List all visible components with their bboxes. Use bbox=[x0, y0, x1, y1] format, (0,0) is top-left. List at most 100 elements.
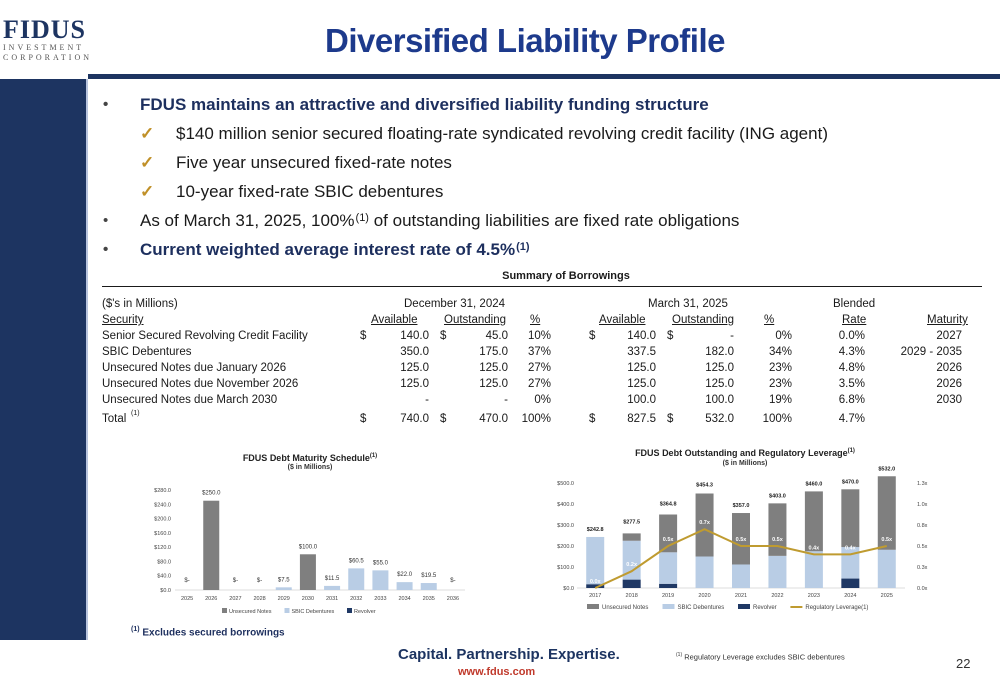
y-tick-label: $500.0 bbox=[557, 481, 574, 487]
col-available-2: Available bbox=[599, 314, 646, 326]
bar bbox=[586, 536, 605, 585]
cell-p1: 10% bbox=[527, 330, 551, 342]
bar bbox=[622, 540, 641, 580]
cell-maturity: 2026 bbox=[936, 378, 962, 390]
legend-swatch bbox=[347, 608, 352, 613]
col-outstanding-2: Outstanding bbox=[672, 314, 735, 326]
col-pct-2: % bbox=[764, 314, 775, 326]
y2-tick-label: 1.3x bbox=[917, 481, 928, 487]
cell-o2: 125.0 bbox=[705, 362, 734, 374]
cell-d3: $ bbox=[589, 330, 596, 342]
cell-d4: $ bbox=[667, 330, 674, 342]
data-label: $60.5 bbox=[349, 558, 365, 564]
cell-d2: $ bbox=[440, 413, 447, 425]
cell-security: Senior Secured Revolving Credit Facility bbox=[102, 330, 308, 342]
cell-security: Unsecured Notes due March 2030 bbox=[102, 394, 278, 406]
data-label: $- bbox=[257, 578, 262, 584]
x-tick-label: 2034 bbox=[398, 596, 410, 602]
data-label: $- bbox=[233, 578, 238, 584]
cell-p1: 27% bbox=[527, 378, 551, 390]
bullet-text: $140 million senior secured floating-rat… bbox=[176, 123, 828, 143]
logo-line-1: INVESTMENT bbox=[3, 43, 85, 52]
cell-o1: 125.0 bbox=[479, 362, 508, 374]
cell-p1: 0% bbox=[534, 394, 551, 406]
cell-o1: - bbox=[504, 394, 508, 406]
bar bbox=[420, 583, 437, 590]
y-tick-label: $300.0 bbox=[557, 523, 574, 529]
chart-title: FDUS Debt Outstanding and Regulatory Lev… bbox=[635, 448, 855, 458]
debt-leverage-chart: FDUS Debt Outstanding and Regulatory Lev… bbox=[545, 445, 950, 620]
total-label: $403.0 bbox=[769, 493, 786, 499]
legend-label: Revolver bbox=[753, 605, 777, 611]
x-tick-label: 2033 bbox=[374, 596, 386, 602]
table-row: Senior Secured Revolving Credit Facility… bbox=[102, 330, 1000, 346]
data-label: $- bbox=[184, 578, 189, 584]
cell-o2: 182.0 bbox=[705, 346, 734, 358]
cell-p2: 0% bbox=[775, 330, 792, 342]
legend-swatch bbox=[222, 608, 227, 613]
x-tick-label: 2023 bbox=[808, 593, 820, 599]
bar bbox=[659, 552, 678, 584]
total-label: $364.8 bbox=[660, 501, 677, 507]
x-tick-label: 2025 bbox=[881, 593, 893, 599]
bullet-dot-icon: • bbox=[103, 96, 109, 113]
cell-a1: - bbox=[425, 394, 429, 406]
data-label: $55.0 bbox=[373, 560, 389, 566]
cell-p2: 34% bbox=[768, 346, 792, 358]
col-pct-1: % bbox=[530, 314, 541, 326]
company-logo: FIDUS INVESTMENT CORPORATION bbox=[3, 17, 93, 63]
footer-website-link[interactable]: www.fdus.com bbox=[458, 666, 536, 678]
bar bbox=[695, 556, 714, 588]
bullet-item: • As of March 31, 2025, 100% (1) of outst… bbox=[100, 206, 980, 235]
logo-line-2: CORPORATION bbox=[3, 53, 93, 62]
bar bbox=[203, 500, 220, 590]
leverage-label: 0.5x bbox=[663, 537, 675, 543]
bar bbox=[348, 568, 365, 590]
table-row: Unsecured Notes due November 2026 125.0 12… bbox=[102, 378, 1000, 394]
bullet-text: 10-year fixed-rate SBIC debentures bbox=[176, 181, 444, 201]
total-label: $532.0 bbox=[878, 466, 895, 472]
bar bbox=[877, 549, 896, 588]
footer-tagline: Capital. Partnership. Expertise. bbox=[398, 646, 620, 663]
legend-label: Unsecured Notes bbox=[602, 605, 648, 611]
data-label: $- bbox=[450, 578, 455, 584]
data-label: $19.5 bbox=[421, 573, 437, 579]
period-1-label: December 31, 2024 bbox=[404, 298, 506, 310]
legend-label: SBIC Debentures bbox=[292, 609, 335, 615]
bar bbox=[275, 587, 292, 590]
table-title: Summary of Borrowings bbox=[502, 270, 630, 282]
y-tick-label: $80.0 bbox=[157, 559, 171, 565]
bullet-dot-icon: • bbox=[103, 212, 109, 229]
total-label: $242.8 bbox=[587, 527, 604, 533]
leverage-label: 0.2x bbox=[626, 562, 638, 568]
cell-p1: 100% bbox=[521, 413, 551, 425]
col-rate: Rate bbox=[842, 314, 867, 326]
units-label: ($'s in Millions) bbox=[102, 298, 178, 310]
y-tick-label: $200.0 bbox=[154, 517, 171, 523]
maturity-chart-svg: $0.0 $40.0 $80.0 $120.0 $160.0 $200.0 $240.0 $2… bbox=[154, 488, 465, 615]
bullet-item: • Current weighted average interest rate… bbox=[100, 235, 980, 264]
checkmark-icon: ✓ bbox=[140, 152, 155, 172]
footnote-right: (1) Regulatory Leverage excludes SBIC de… bbox=[676, 652, 845, 662]
x-tick-label: 2017 bbox=[589, 593, 601, 599]
table-row: Unsecured Notes due March 2030 - - 0% 100.0 1… bbox=[102, 394, 1000, 410]
leverage-label: 0.4x bbox=[809, 545, 821, 551]
cell-rate: 4.7% bbox=[838, 413, 865, 425]
bar bbox=[841, 489, 860, 548]
cell-o1: 175.0 bbox=[479, 346, 508, 358]
y-tick-label: $40.0 bbox=[157, 574, 171, 580]
cell-rate: 0.0% bbox=[838, 330, 865, 342]
y2-tick-label: 0.0x bbox=[917, 586, 928, 592]
leverage-label: 0.5x bbox=[736, 537, 748, 543]
leverage-label: 0.5x bbox=[881, 537, 893, 543]
chart-subtitle: ($ in Millions) bbox=[287, 464, 333, 471]
bar bbox=[659, 583, 678, 588]
table-header-columns: Security Available Outstanding % Availab… bbox=[102, 314, 1000, 330]
borrowings-table: Summary of Borrowings ($'s in Millions) … bbox=[102, 270, 1000, 429]
x-tick-label: 2018 bbox=[626, 593, 638, 599]
footnote-marker: (1) bbox=[131, 410, 140, 417]
x-tick-label: 2035 bbox=[423, 596, 435, 602]
x-tick-label: 2025 bbox=[181, 596, 193, 602]
legend-label: Revolver bbox=[354, 609, 376, 615]
bar bbox=[804, 491, 823, 552]
